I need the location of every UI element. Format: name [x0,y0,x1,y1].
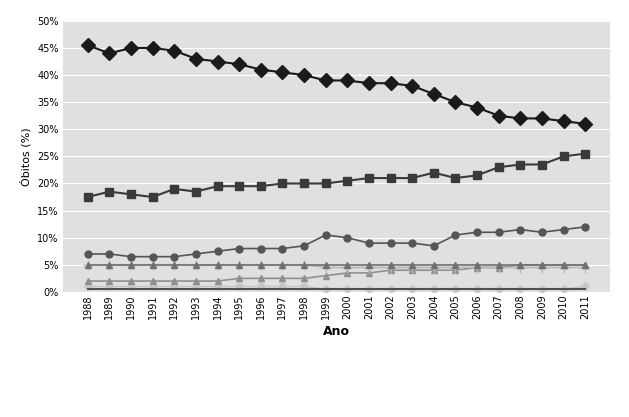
X-axis label: Ano: Ano [323,325,350,338]
Y-axis label: Óbitos (%): Óbitos (%) [20,127,31,186]
